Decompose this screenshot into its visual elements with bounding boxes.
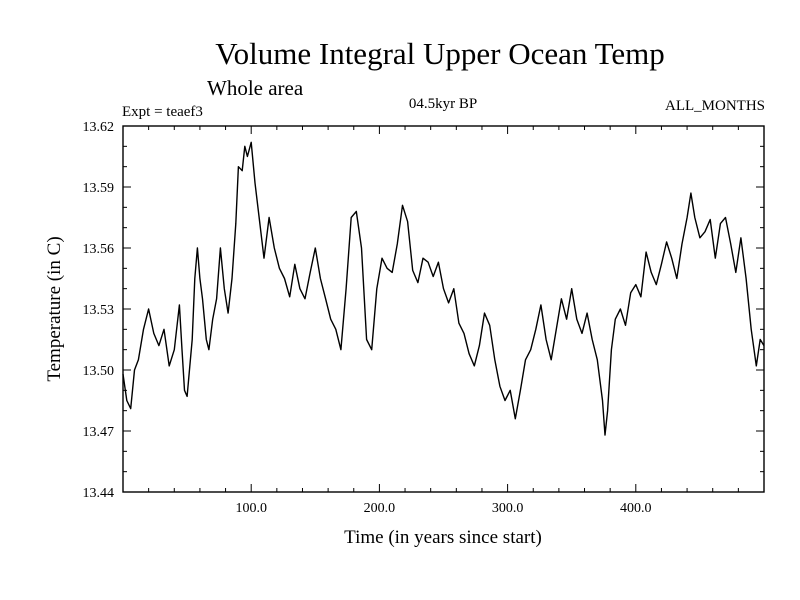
- y-tick-label: 13.62: [83, 120, 115, 135]
- y-tick-label: 13.50: [83, 364, 115, 379]
- x-tick-label: 300.0: [492, 501, 524, 516]
- y-tick-label: 13.44: [83, 486, 115, 501]
- chart-subtitle: Whole area: [207, 76, 304, 100]
- period-label: 04.5kyr BP: [409, 96, 477, 112]
- x-tick-label: 200.0: [364, 501, 396, 516]
- y-axis-label: Temperature (in C): [44, 236, 65, 381]
- series-line: [122, 141, 765, 436]
- x-axis-label: Time (in years since start): [344, 527, 542, 548]
- months-label: ALL_MONTHS: [665, 98, 765, 114]
- x-tick-label: 400.0: [620, 501, 652, 516]
- x-tick-label: 100.0: [235, 501, 267, 516]
- x-tick-group: 100.0 200.0 300.0 400.0: [148, 126, 739, 516]
- plot-frame: [122, 125, 765, 493]
- y-tick-label: 13.56: [83, 242, 115, 257]
- series-group: [122, 141, 765, 436]
- expt-label: Expt = teaef3: [122, 104, 203, 120]
- y-tick-label: 13.53: [83, 303, 115, 318]
- y-tick-label: 13.47: [83, 425, 115, 440]
- y-tick-label: 13.59: [83, 181, 115, 196]
- y-tick-group: 13.44 13.47 13.50 13.53 13.56 13.59 13.62: [83, 120, 764, 501]
- chart-title: Volume Integral Upper Ocean Temp: [215, 36, 665, 71]
